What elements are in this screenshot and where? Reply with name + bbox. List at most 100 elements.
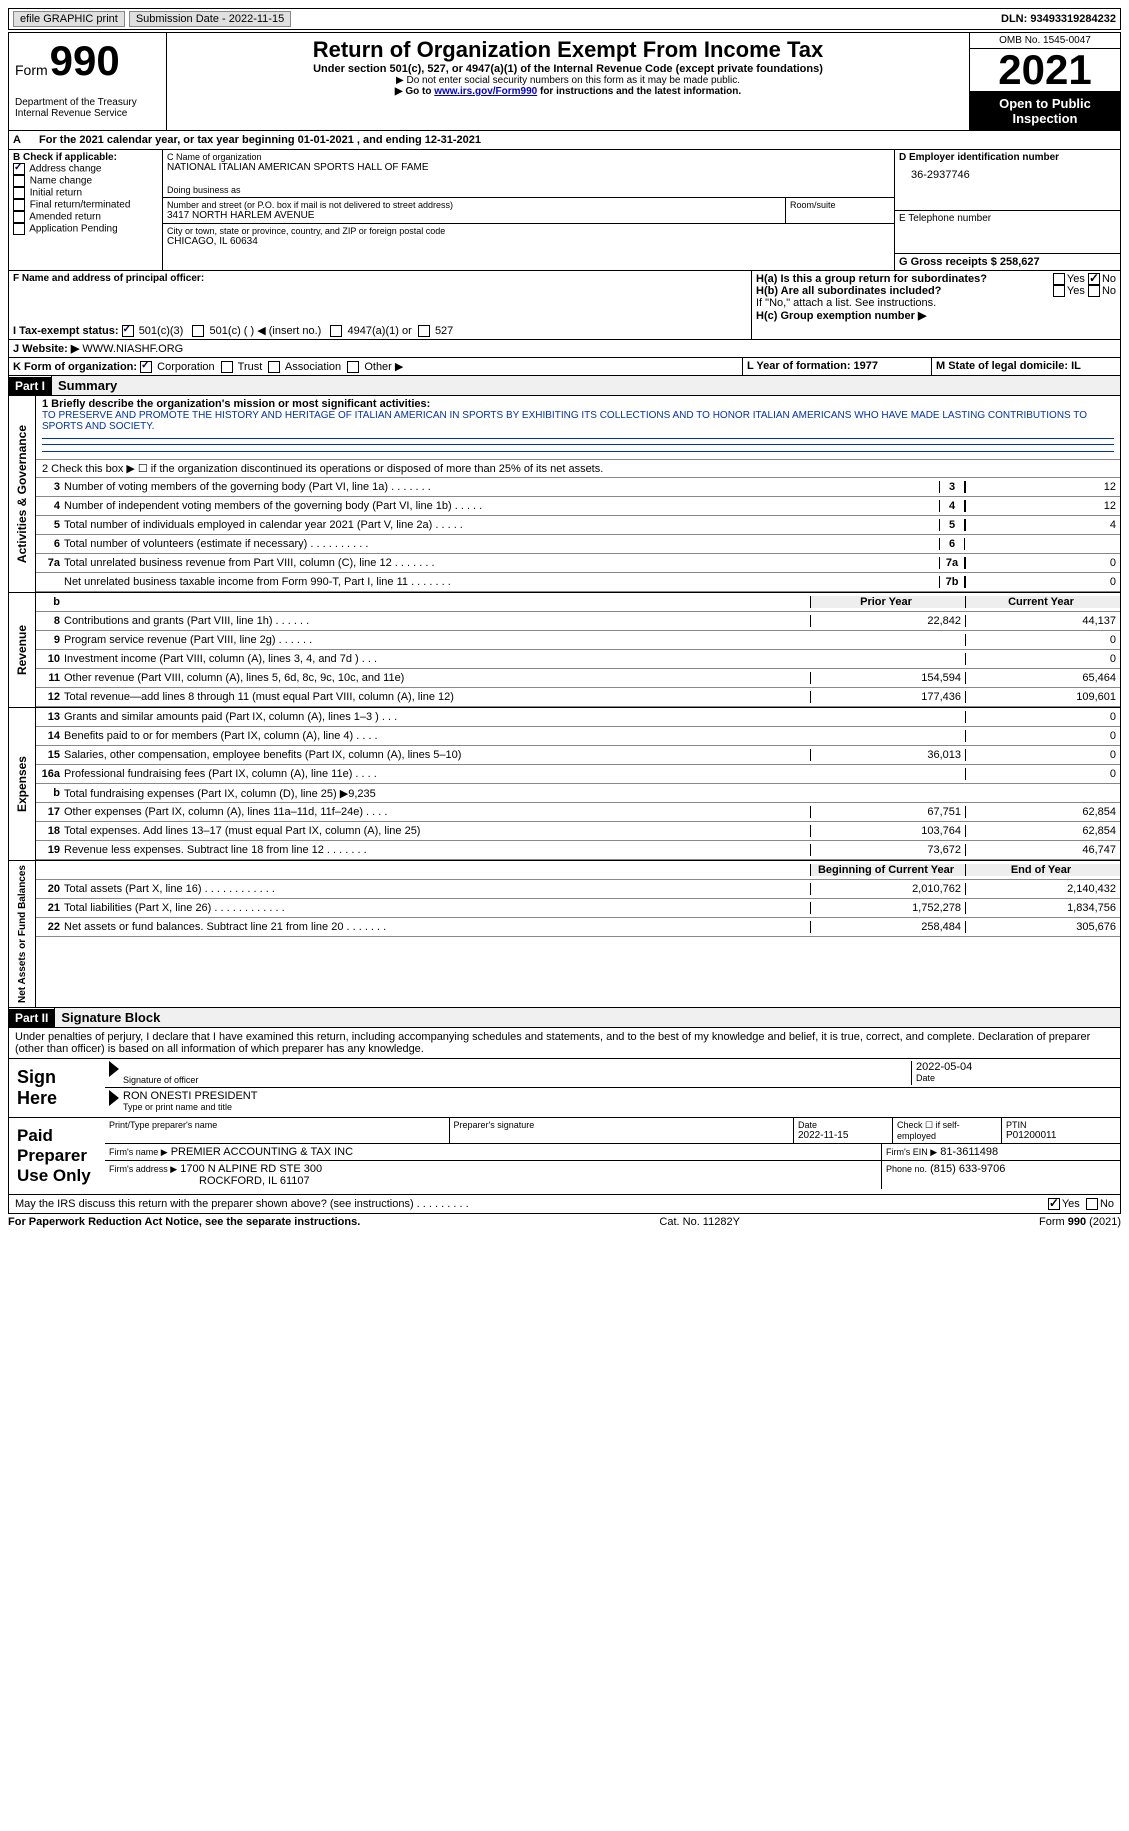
firm-ein: 81-3611498 (940, 1146, 998, 1158)
firm-name: PREMIER ACCOUNTING & TAX INC (171, 1146, 353, 1158)
k-trust[interactable] (221, 361, 233, 373)
efile-print-button[interactable]: efile GRAPHIC print (13, 11, 125, 27)
top-bar: efile GRAPHIC print Submission Date - 20… (8, 8, 1121, 30)
discuss-no[interactable] (1086, 1198, 1098, 1210)
yes-label-2: Yes (1067, 285, 1085, 297)
footer-mid: Cat. No. 11282Y (659, 1216, 740, 1228)
mission-text: TO PRESERVE AND PROMOTE THE HISTORY AND … (42, 410, 1114, 432)
form-subtitle: Under section 501(c), 527, or 4947(a)(1)… (173, 63, 963, 75)
opt-527: 527 (435, 325, 453, 337)
footer-left: For Paperwork Reduction Act Notice, see … (8, 1216, 360, 1228)
opt-501c: 501(c) ( ) ◀ (insert no.) (210, 325, 322, 337)
form-title: Return of Organization Exempt From Incom… (173, 37, 963, 63)
open-to-public: Open to Public Inspection (970, 91, 1120, 130)
dba-label: Doing business as (167, 185, 890, 195)
arrow-icon (109, 1061, 119, 1077)
ha-label: H(a) Is this a group return for subordin… (756, 273, 1053, 285)
submission-date-button[interactable]: Submission Date - 2022-11-15 (129, 11, 291, 27)
k-assoc-label: Association (285, 361, 341, 373)
b-check[interactable] (13, 187, 25, 199)
firm-addr-label: Firm's address ▶ (109, 1164, 177, 1174)
ptin-value: P01200011 (1006, 1130, 1116, 1141)
k-other[interactable] (347, 361, 359, 373)
part2-label: Part II (9, 1009, 54, 1027)
website-value: WWW.NIASHF.ORG (82, 343, 183, 355)
no-label: No (1102, 273, 1116, 285)
j-label: J Website: ▶ (13, 343, 79, 355)
prep-sig-label: Preparer's signature (454, 1120, 790, 1130)
b-check[interactable] (13, 223, 25, 235)
opt-501c3: 501(c)(3) (139, 325, 184, 337)
b-check[interactable] (13, 199, 25, 211)
end-year-hdr: End of Year (965, 864, 1120, 876)
ein-value: 36-2937746 (911, 169, 1116, 181)
period-line: For the 2021 calendar year, or tax year … (39, 134, 481, 146)
g-gross-receipts: G Gross receipts $ 258,627 (899, 256, 1040, 268)
b-check[interactable] (13, 175, 25, 187)
id-block: B Check if applicable: Address change Na… (8, 150, 1121, 271)
prior-year-hdr: Prior Year (810, 596, 965, 608)
l-year: L Year of formation: 1977 (747, 360, 878, 372)
dept-label: Department of the Treasury Internal Reve… (15, 97, 160, 119)
firm-phone: (815) 633-9706 (930, 1163, 1005, 1175)
d-ein-label: D Employer identification number (899, 152, 1116, 163)
m-state: M State of legal domicile: IL (936, 360, 1081, 372)
prep-date: 2022-11-15 (798, 1130, 888, 1141)
k-assoc[interactable] (268, 361, 280, 373)
side-revenue: Revenue (13, 621, 31, 679)
street-value: 3417 NORTH HARLEM AVENUE (167, 210, 781, 221)
mission-q: 1 Briefly describe the organization's mi… (42, 398, 1114, 410)
sig-officer-label: Signature of officer (123, 1075, 911, 1085)
form-header: Form 990 Department of the Treasury Inte… (8, 32, 1121, 131)
street-label: Number and street (or P.O. box if mail i… (167, 200, 781, 210)
officer-name-label: Type or print name and title (123, 1102, 1116, 1112)
dln-label: DLN: 93493319284232 (1001, 13, 1116, 25)
no-label-2: No (1102, 285, 1116, 297)
tax-year: 2021 (970, 49, 1120, 91)
hb-yes[interactable] (1053, 285, 1065, 297)
hb-label: H(b) Are all subordinates included? (756, 285, 1053, 297)
e-phone-label: E Telephone number (899, 213, 1116, 224)
note2-post: for instructions and the latest informat… (537, 86, 741, 97)
begin-year-hdr: Beginning of Current Year (810, 864, 965, 876)
side-governance: Activities & Governance (13, 421, 31, 567)
discuss-yes[interactable] (1048, 1198, 1060, 1210)
ha-yes[interactable] (1053, 273, 1065, 285)
discuss-yes-label: Yes (1062, 1198, 1080, 1210)
ha-no[interactable] (1088, 273, 1100, 285)
k-trust-label: Trust (238, 361, 263, 373)
501c-checkbox[interactable] (192, 325, 204, 337)
city-value: CHICAGO, IL 60634 (167, 236, 890, 247)
firm-phone-label: Phone no. (886, 1164, 927, 1174)
side-expenses: Expenses (13, 752, 31, 816)
part1-title: Summary (51, 376, 1120, 395)
sign-here-label: Sign Here (9, 1059, 105, 1117)
discuss-question: May the IRS discuss this return with the… (15, 1198, 1048, 1210)
part2-title: Signature Block (54, 1008, 1120, 1027)
form-number: 990 (50, 37, 120, 85)
c-name-label: C Name of organization (167, 152, 890, 162)
yes-label: Yes (1067, 273, 1085, 285)
k-other-label: Other ▶ (364, 361, 403, 373)
note2-pre: ▶ Go to (395, 86, 434, 97)
side-netassets: Net Assets or Fund Balances (15, 861, 30, 1007)
sign-date: 2022-05-04 (916, 1061, 1116, 1073)
irs-link[interactable]: www.irs.gov/Form990 (434, 86, 537, 97)
i-label: I Tax-exempt status: (13, 325, 119, 337)
4947-checkbox[interactable] (330, 325, 342, 337)
room-label: Room/suite (790, 200, 890, 210)
k-corp[interactable] (140, 361, 152, 373)
form-note-1: ▶ Do not enter social security numbers o… (173, 75, 963, 86)
b-check[interactable] (13, 211, 25, 223)
ptin-label: PTIN (1006, 1120, 1116, 1130)
firm-addr1: 1700 N ALPINE RD STE 300 (180, 1163, 322, 1175)
501c3-checkbox[interactable] (122, 325, 134, 337)
org-name: NATIONAL ITALIAN AMERICAN SPORTS HALL OF… (167, 162, 890, 173)
form-word: Form (15, 62, 48, 78)
firm-addr2: ROCKFORD, IL 61107 (199, 1175, 310, 1187)
self-emp-label: Check ☐ if self-employed (897, 1120, 997, 1141)
hb-no[interactable] (1088, 285, 1100, 297)
sign-date-label: Date (916, 1073, 1116, 1083)
b-check[interactable] (13, 163, 25, 175)
527-checkbox[interactable] (418, 325, 430, 337)
